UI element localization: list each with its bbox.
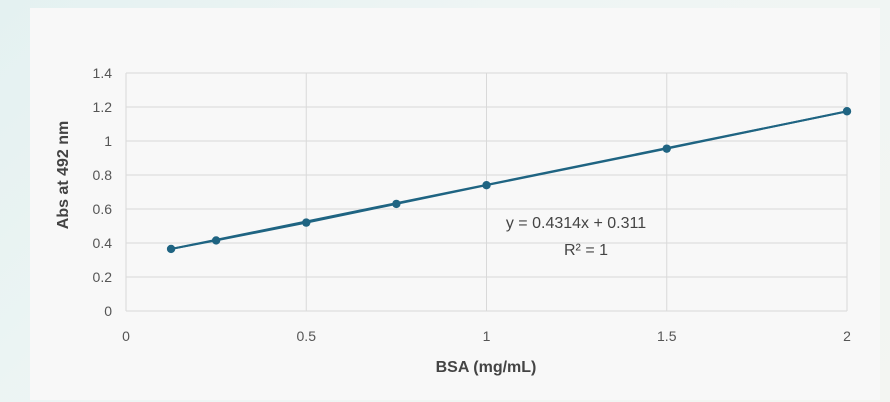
- gridlines: [125, 72, 848, 312]
- data-point: [166, 244, 176, 254]
- y-axis-title: Abs at 492 nm: [55, 121, 72, 229]
- y-tick-label: 1.2: [93, 99, 113, 115]
- data-point: [662, 144, 671, 153]
- x-axis-title: BSA (mg/mL): [436, 359, 537, 376]
- scatter-chart: 0 0.5 1 1.5 2 0 0.2 0.4 0.6 0.8 1 1.2 1.4 y = 0.431…: [55, 65, 852, 376]
- x-tick-label: 1.5: [657, 328, 677, 344]
- y-tick-label: 0.4: [93, 235, 113, 251]
- r-squared-label: R² = 1: [564, 242, 608, 259]
- y-tick-label: 0.2: [93, 269, 113, 285]
- data-point: [302, 218, 311, 227]
- data-point: [211, 236, 221, 245]
- y-tick-label: 0.6: [93, 201, 113, 217]
- chart-card: 0 0.5 1 1.5 2 0 0.2 0.4 0.6 0.8 1 1.2 1.4 y = 0.431…: [30, 8, 880, 400]
- x-tick-label: 0.5: [297, 328, 317, 344]
- y-tick-label: 0.8: [93, 167, 113, 183]
- y-axis-ticks: 0 0.2 0.4 0.6 0.8 1 1.2 1.4: [93, 65, 113, 319]
- x-tick-label: 1: [483, 328, 491, 344]
- y-tick-label: 1: [104, 133, 112, 149]
- data-point: [482, 181, 491, 190]
- data-point: [392, 199, 401, 209]
- y-tick-label: 1.4: [93, 65, 113, 81]
- data-point: [842, 107, 852, 116]
- trendline-equation: y = 0.4314x + 0.311: [506, 215, 646, 232]
- data-series: [166, 107, 852, 254]
- x-axis-ticks: 0 0.5 1 1.5 2: [122, 328, 851, 344]
- y-tick-label: 0: [104, 303, 112, 319]
- x-tick-label: 2: [843, 328, 851, 344]
- x-tick-label: 0: [122, 328, 130, 344]
